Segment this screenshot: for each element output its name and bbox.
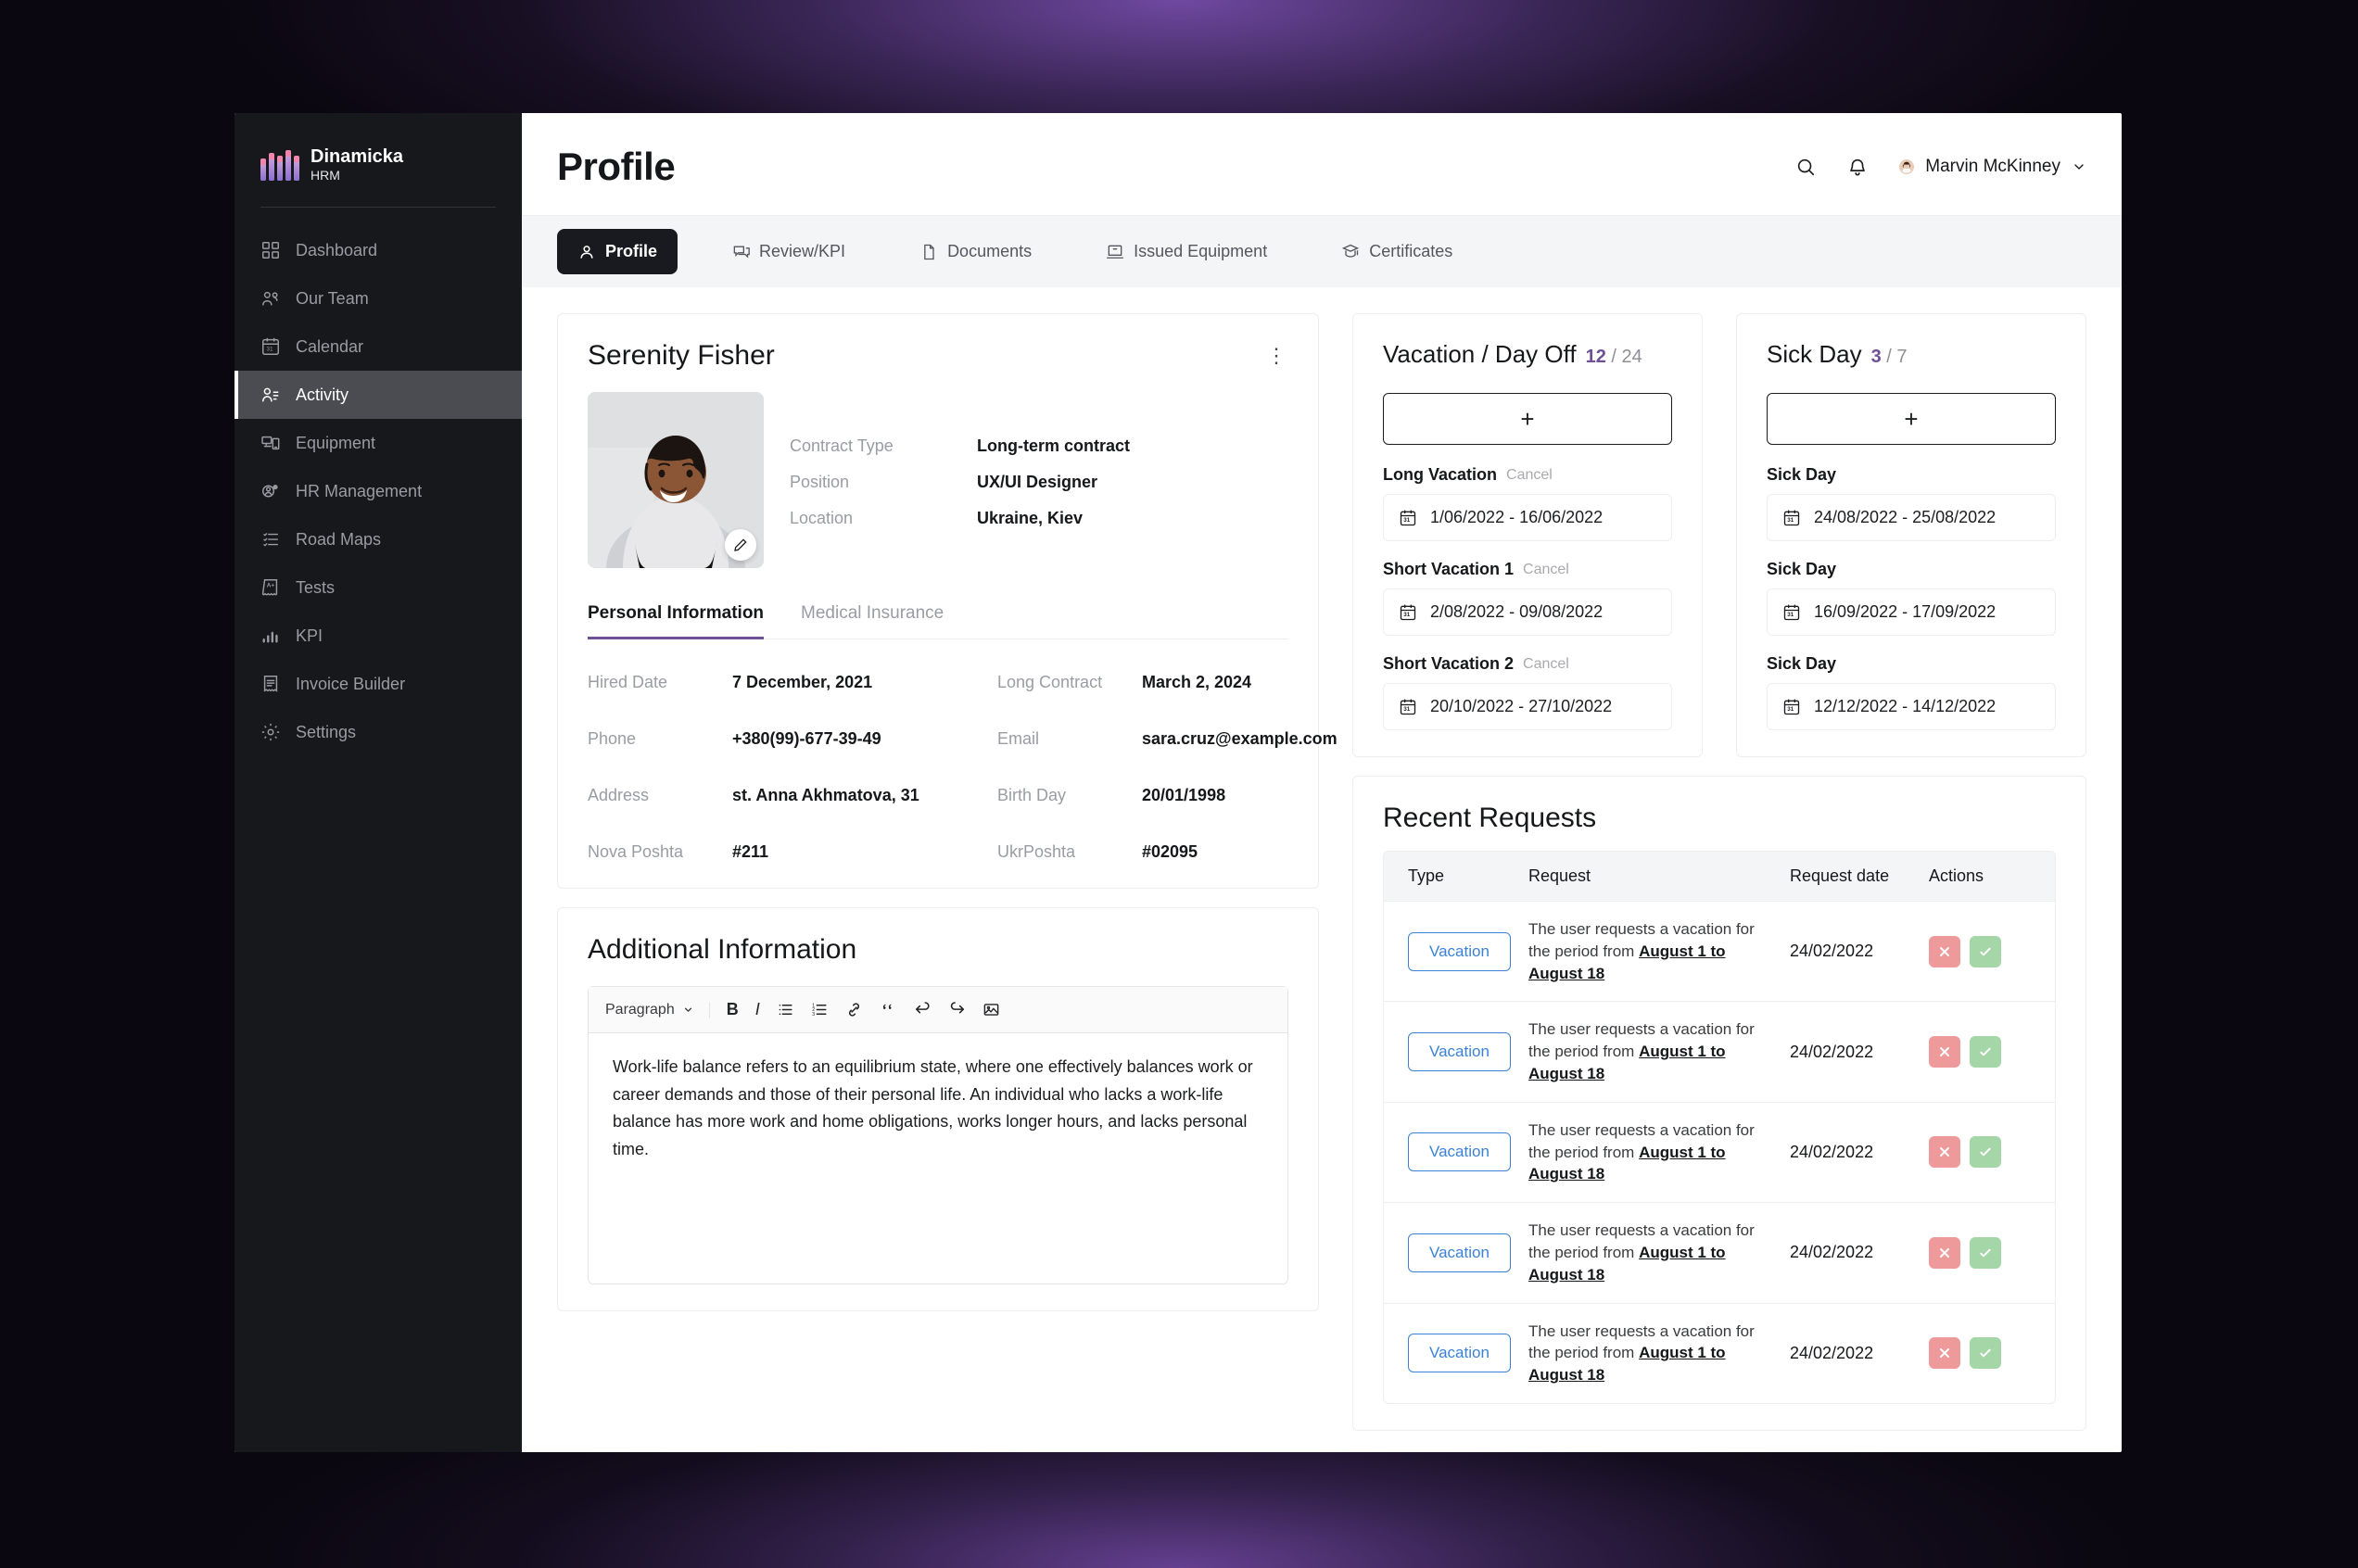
svg-text:31: 31 (1787, 517, 1794, 524)
svg-text:31: 31 (1403, 612, 1410, 618)
svg-text:31: 31 (1787, 706, 1794, 713)
svg-text:A+: A+ (267, 583, 275, 589)
svg-text:3: 3 (812, 1012, 815, 1018)
svg-text:31: 31 (1403, 706, 1410, 713)
svg-text:31: 31 (266, 347, 273, 353)
svg-text:31: 31 (1787, 612, 1794, 618)
svg-text:31: 31 (1403, 517, 1410, 524)
